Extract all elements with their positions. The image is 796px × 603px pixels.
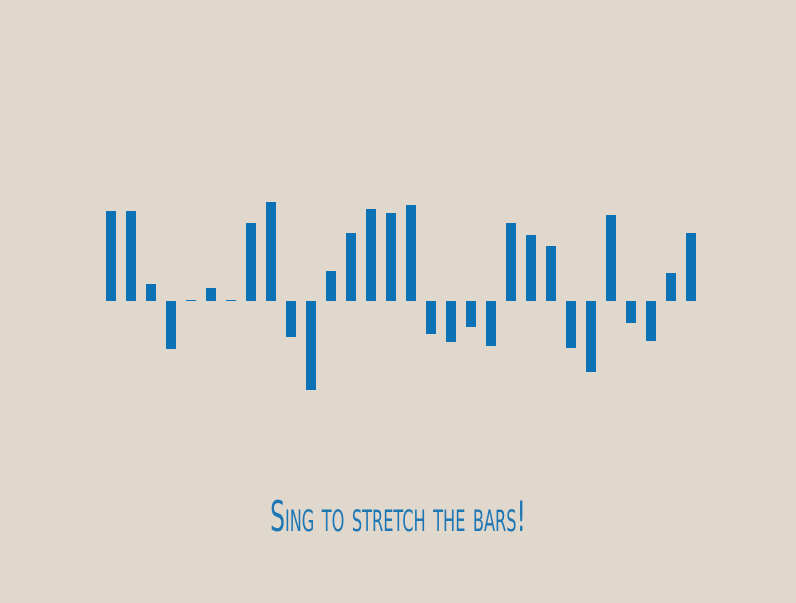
bar	[686, 233, 696, 301]
bar	[666, 273, 676, 301]
bar	[446, 301, 456, 342]
bar	[226, 300, 236, 301]
bar	[346, 233, 356, 301]
bar	[366, 209, 376, 301]
bar	[186, 300, 196, 301]
bar	[506, 223, 516, 301]
bar	[566, 301, 576, 348]
bar	[126, 211, 136, 301]
bar	[246, 223, 256, 301]
bar	[526, 235, 536, 301]
bar	[546, 246, 556, 301]
bar	[306, 301, 316, 390]
bar	[326, 271, 336, 301]
bar	[586, 301, 596, 372]
bar	[426, 301, 436, 334]
bar	[486, 301, 496, 346]
bar	[146, 284, 156, 301]
caption-text: Sing to stretch the bars!	[270, 492, 526, 541]
bar	[406, 205, 416, 301]
bar	[166, 301, 176, 349]
bar	[106, 211, 116, 301]
bar	[466, 301, 476, 327]
bar	[626, 301, 636, 323]
bar	[286, 301, 296, 337]
bar	[606, 215, 616, 301]
bar	[386, 213, 396, 301]
bar	[206, 288, 216, 301]
bar	[266, 202, 276, 301]
bar	[646, 301, 656, 341]
